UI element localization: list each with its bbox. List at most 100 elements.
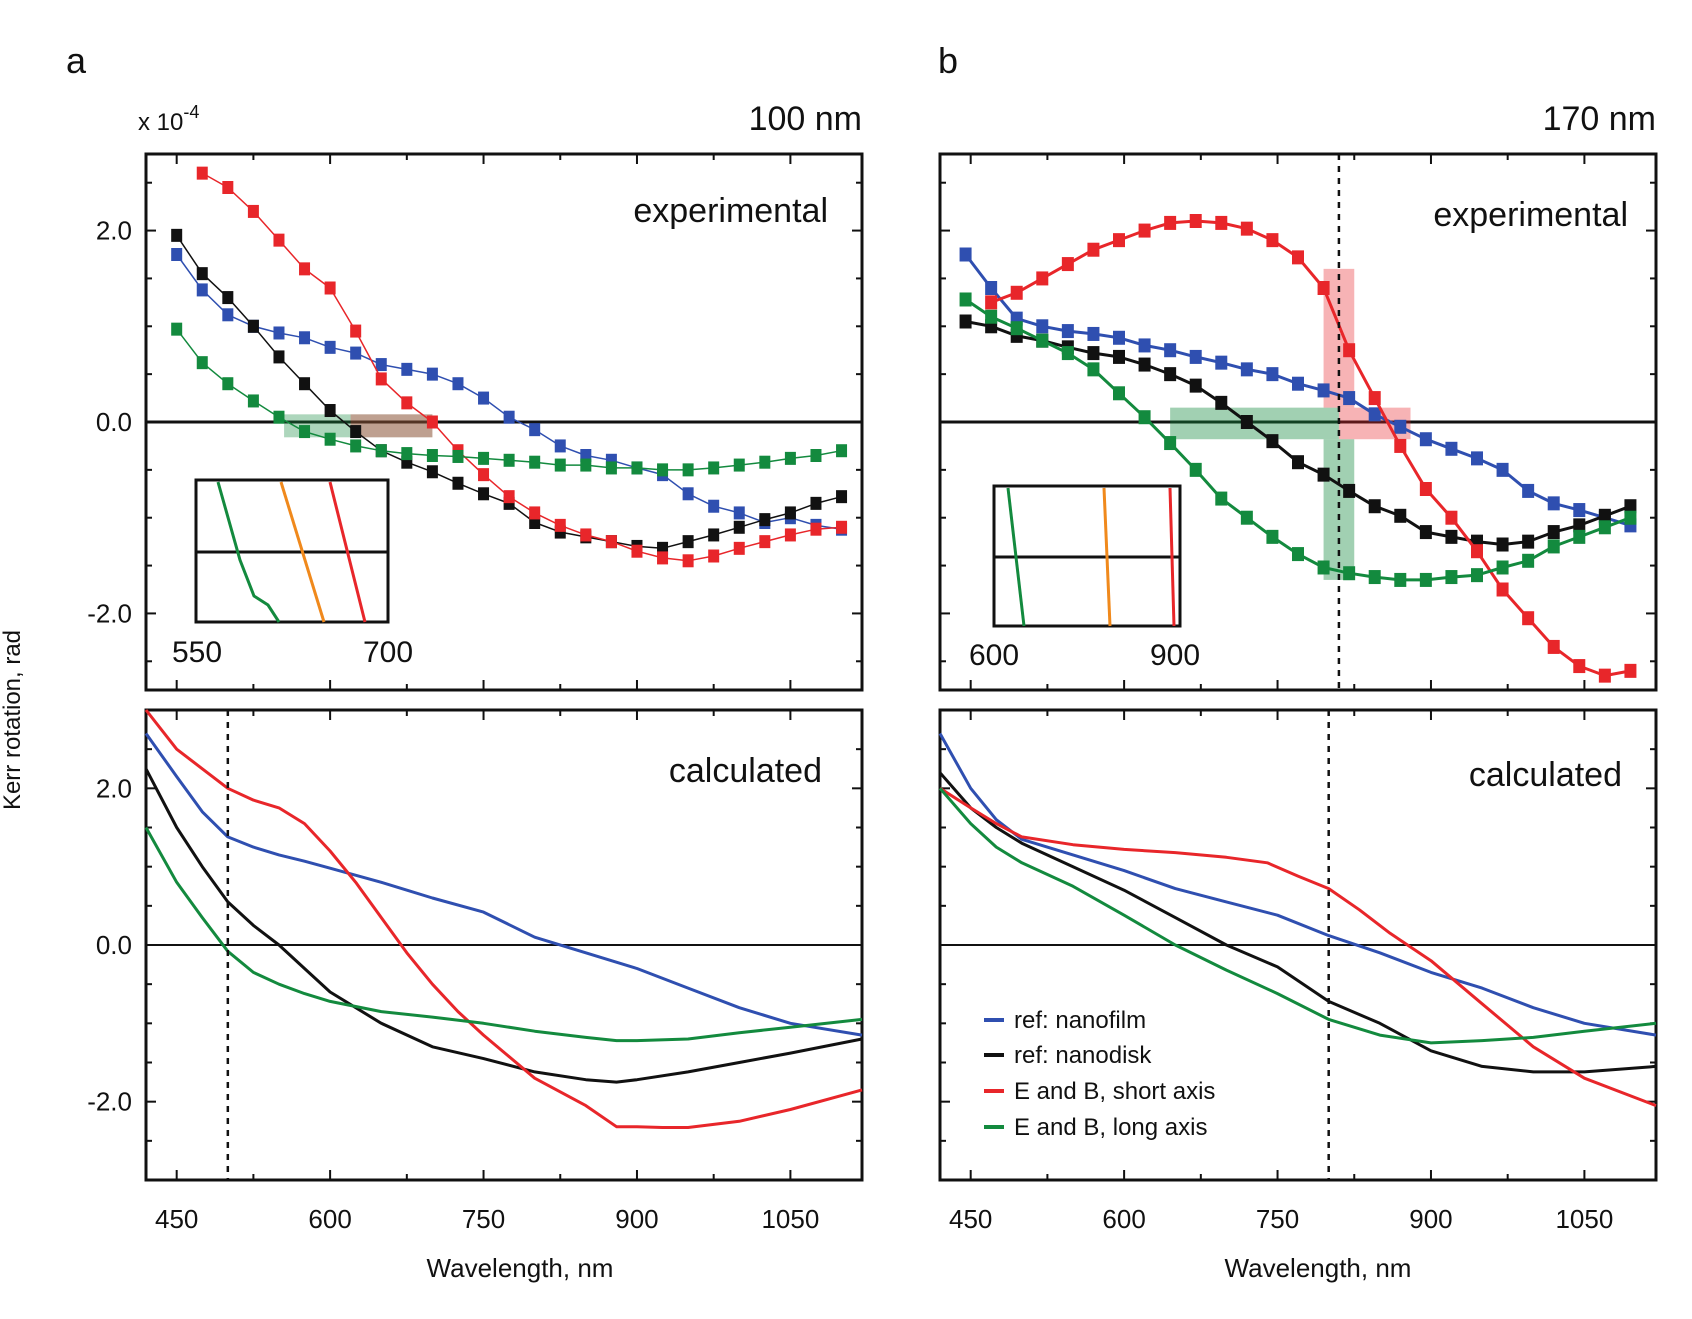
bTop-marker-e-and-b-short-axis bbox=[1266, 233, 1279, 248]
bTop-marker-ref-nanodisk bbox=[1394, 508, 1407, 523]
aTop-marker-e-and-b-long-axis bbox=[682, 463, 694, 477]
aTop-marker-ref-nanodisk bbox=[733, 520, 745, 534]
aTop-marker-e-and-b-long-axis bbox=[784, 451, 796, 465]
bTop-marker-ref-nanodisk bbox=[1087, 346, 1100, 361]
aTop-marker-ref-nanodisk bbox=[657, 541, 669, 555]
bTop-marker-ref-nanofilm bbox=[1445, 441, 1458, 456]
bTop-marker-ref-nanofilm bbox=[1138, 338, 1151, 353]
size-label-a: 100 nm bbox=[749, 100, 862, 138]
bTop-marker-ref-nanofilm bbox=[1394, 419, 1407, 434]
bBot-series-line-e-and-b-short-axis bbox=[939, 787, 1657, 1108]
bTop-marker-ref-nanofilm bbox=[1036, 319, 1049, 334]
aTop-marker-ref-nanofilm bbox=[171, 248, 183, 261]
aTop-marker-e-and-b-long-axis bbox=[836, 444, 848, 458]
bTop-marker-e-and-b-short-axis bbox=[1189, 214, 1202, 228]
aBot-ytick-label: -2.0 bbox=[87, 1087, 132, 1117]
aTop-marker-e-and-b-short-axis bbox=[733, 541, 745, 555]
bTop-marker-e-and-b-short-axis bbox=[1419, 482, 1432, 496]
inset-a-green-line bbox=[216, 481, 281, 623]
aBot-ytick-label: 0.0 bbox=[96, 930, 132, 960]
aTop-marker-ref-nanodisk bbox=[324, 404, 336, 418]
aTop-marker-e-and-b-long-axis bbox=[375, 444, 387, 458]
label-calculated-b: calculated bbox=[1469, 756, 1622, 794]
bTop-marker-e-and-b-long-axis bbox=[1624, 510, 1637, 525]
bTop-marker-ref-nanofilm bbox=[1419, 432, 1432, 447]
aTop-marker-ref-nanodisk bbox=[784, 506, 796, 520]
bTop-marker-e-and-b-long-axis bbox=[1547, 539, 1560, 554]
bTop-marker-ref-nanodisk bbox=[1598, 508, 1611, 523]
bTop-marker-e-and-b-short-axis bbox=[1010, 285, 1023, 300]
bTop-marker-ref-nanodisk bbox=[1547, 525, 1560, 540]
aTop-marker-e-and-b-short-axis bbox=[631, 544, 643, 558]
aTop-marker-ref-nanofilm bbox=[478, 391, 490, 405]
bBot-series-line-e-and-b-long-axis bbox=[938, 787, 1657, 1045]
x-axis-label-a: Wavelength, nm bbox=[427, 1253, 614, 1283]
aTop-marker-ref-nanofilm bbox=[350, 346, 362, 360]
panel-b-experimental bbox=[938, 152, 1658, 692]
highlight-band-a-red bbox=[350, 414, 433, 438]
bTop-marker-e-and-b-long-axis bbox=[1036, 333, 1049, 348]
aTop-marker-e-and-b-long-axis bbox=[605, 461, 617, 475]
aTop-marker-e-and-b-long-axis bbox=[810, 449, 822, 462]
bTop-marker-e-and-b-short-axis bbox=[1573, 659, 1586, 674]
bTop-marker-e-and-b-long-axis bbox=[1573, 529, 1586, 544]
bTop-marker-ref-nanodisk bbox=[1164, 367, 1177, 382]
aTop-marker-ref-nanofilm bbox=[196, 283, 208, 297]
aTop-marker-e-and-b-short-axis bbox=[810, 522, 822, 536]
legend-label-nanofilm: ref: nanofilm bbox=[1014, 1007, 1146, 1034]
aTop-marker-e-and-b-short-axis bbox=[657, 551, 669, 565]
highlight-band-b-green-v bbox=[1323, 439, 1355, 580]
aTop-marker-e-and-b-long-axis bbox=[426, 449, 438, 462]
bTop-marker-e-and-b-short-axis bbox=[1061, 257, 1074, 272]
aTop-marker-ref-nanodisk bbox=[478, 487, 490, 501]
aTop-marker-e-and-b-short-axis bbox=[682, 554, 694, 568]
aTop-marker-ref-nanofilm bbox=[401, 362, 413, 376]
aTop-marker-ref-nanofilm bbox=[503, 410, 515, 424]
aTop-marker-ref-nanodisk bbox=[452, 476, 464, 490]
bTop-marker-e-and-b-short-axis bbox=[1496, 582, 1509, 597]
aTop-marker-e-and-b-long-axis bbox=[196, 356, 208, 370]
label-experimental-b: experimental bbox=[1433, 196, 1628, 234]
panel-letter-a: a bbox=[66, 40, 87, 81]
bTop-marker-e-and-b-long-axis bbox=[1343, 566, 1356, 581]
y-axis-label: Kerr rotation, rad bbox=[0, 630, 26, 810]
label-experimental-a: experimental bbox=[633, 192, 828, 230]
scale-label: x 10-4 bbox=[138, 102, 199, 136]
bTop-marker-e-and-b-short-axis bbox=[1368, 391, 1381, 406]
bTop-marker-ref-nanofilm bbox=[1471, 451, 1483, 466]
inset-b-green-line bbox=[1006, 487, 1026, 627]
aTop-marker-e-and-b-long-axis bbox=[529, 455, 541, 469]
aTop-marker-e-and-b-short-axis bbox=[222, 181, 234, 194]
label-calculated-a: calculated bbox=[669, 752, 822, 790]
aTop-marker-ref-nanofilm bbox=[580, 449, 592, 462]
bTop-marker-e-and-b-short-axis bbox=[1522, 611, 1535, 626]
inset-a-tick-1: 550 bbox=[172, 636, 222, 669]
bTop-marker-e-and-b-short-axis bbox=[1036, 271, 1049, 286]
aTop-marker-e-and-b-long-axis bbox=[247, 394, 259, 408]
inset-a: 550 700 bbox=[172, 478, 413, 669]
bTop-marker-ref-nanofilm bbox=[1547, 496, 1560, 511]
bTop-marker-ref-nanofilm bbox=[1215, 355, 1228, 370]
panel-a-calculated: 2.0 0.0 -2.0 450 600 750 900 1050 bbox=[87, 708, 864, 1234]
aTop-marker-e-and-b-short-axis bbox=[247, 204, 259, 218]
bTop-marker-ref-nanofilm bbox=[1343, 391, 1356, 406]
bBot-xtick-label: 750 bbox=[1256, 1204, 1299, 1234]
aTop-marker-e-and-b-short-axis bbox=[605, 535, 617, 549]
aTop-marker-e-and-b-long-axis bbox=[273, 410, 285, 424]
bTop-marker-ref-nanofilm bbox=[1164, 343, 1177, 358]
bTop-marker-e-and-b-long-axis bbox=[1240, 510, 1253, 525]
bTop-marker-ref-nanofilm bbox=[1496, 462, 1509, 477]
legend: ref: nanofilm ref: nanodisk E and B, sho… bbox=[984, 1007, 1215, 1141]
inset-b-tick-1: 600 bbox=[969, 639, 1019, 672]
bTop-marker-e-and-b-short-axis bbox=[1547, 639, 1560, 654]
bTop-marker-e-and-b-short-axis bbox=[1598, 668, 1611, 683]
aTop-series-line-e-and-b-long-axis bbox=[176, 328, 842, 471]
bTop-marker-ref-nanodisk bbox=[1573, 518, 1586, 533]
aTop-marker-e-and-b-long-axis bbox=[350, 439, 362, 453]
aBot-series-line-e-and-b-long-axis bbox=[144, 826, 863, 1043]
bTop-marker-e-and-b-short-axis bbox=[1240, 221, 1253, 236]
aTop-marker-ref-nanodisk bbox=[682, 535, 694, 549]
inset-b-red-line bbox=[1168, 487, 1176, 627]
aTop-marker-e-and-b-short-axis bbox=[529, 506, 541, 520]
aTop-marker-e-and-b-short-axis bbox=[426, 415, 438, 429]
